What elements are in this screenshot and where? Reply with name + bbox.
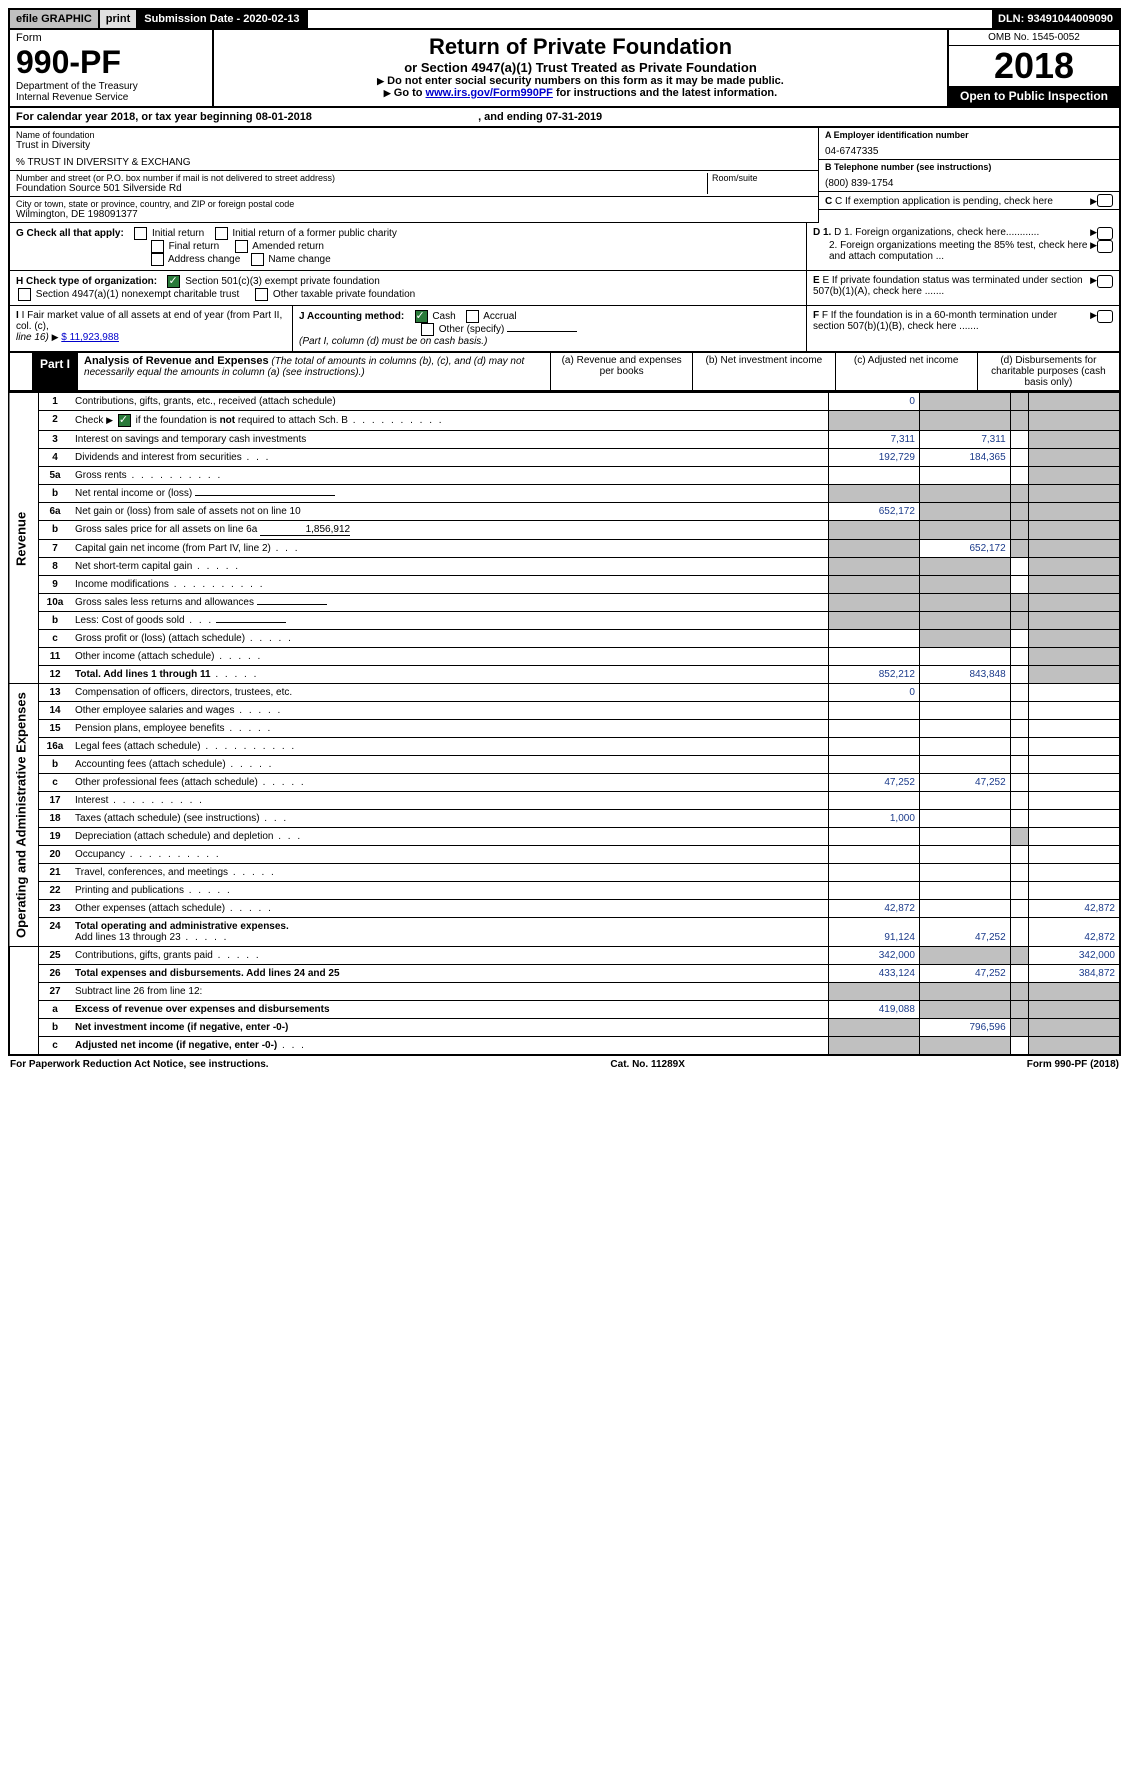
table-row: Operating and Administrative Expenses 13… — [9, 684, 1120, 702]
name-cell: Name of foundation Trust in Diversity % … — [10, 128, 818, 171]
table-row: 4Dividends and interest from securities1… — [9, 449, 1120, 467]
table-row: 27Subtract line 26 from line 12: — [9, 983, 1120, 1001]
table-row: 2Check if the foundation is not required… — [9, 411, 1120, 431]
top-bar: efile GRAPHIC print Submission Date - 20… — [8, 8, 1121, 30]
title-note1: Do not enter social security numbers on … — [220, 75, 941, 87]
part1-table: Revenue 1Contributions, gifts, grants, e… — [8, 392, 1121, 1056]
table-row: 19Depreciation (attach schedule) and dep… — [9, 828, 1120, 846]
table-row: cOther professional fees (attach schedul… — [9, 774, 1120, 792]
table-row: 24Total operating and administrative exp… — [9, 918, 1120, 947]
footer: For Paperwork Reduction Act Notice, see … — [8, 1056, 1121, 1073]
year-box: OMB No. 1545-0052 2018 Open to Public In… — [949, 30, 1119, 106]
table-row: cAdjusted net income (if negative, enter… — [9, 1037, 1120, 1056]
title-box: Return of Private Foundation or Section … — [214, 30, 949, 106]
form-word: Form — [16, 32, 206, 44]
table-row: 25Contributions, gifts, grants paid342,0… — [9, 947, 1120, 965]
open-public: Open to Public Inspection — [949, 86, 1119, 106]
fmv-value: $ 11,923,988 — [61, 332, 119, 343]
form-header: Form 990-PF Department of the Treasury I… — [8, 30, 1121, 108]
table-row: bGross sales price for all assets on lin… — [9, 521, 1120, 540]
e-box: E E If private foundation status was ter… — [807, 271, 1119, 305]
footer-cat: Cat. No. 11289X — [610, 1059, 684, 1070]
table-row: 14Other employee salaries and wages — [9, 702, 1120, 720]
section-h-e: H Check type of organization: Section 50… — [8, 271, 1121, 306]
form-box: Form 990-PF Department of the Treasury I… — [10, 30, 214, 106]
table-row: 26Total expenses and disbursements. Add … — [9, 965, 1120, 983]
table-row: 3Interest on savings and temporary cash … — [9, 431, 1120, 449]
info-grid: Name of foundation Trust in Diversity % … — [8, 128, 1121, 223]
part1-label: Part I — [32, 353, 78, 390]
phone-cell: B Telephone number (see instructions) (8… — [819, 160, 1119, 192]
table-row: 17Interest — [9, 792, 1120, 810]
table-row: 11Other income (attach schedule) — [9, 648, 1120, 666]
table-row: 5aGross rents — [9, 467, 1120, 485]
table-row: 12Total. Add lines 1 through 11852,21284… — [9, 666, 1120, 684]
table-row: 8Net short-term capital gain — [9, 558, 1120, 576]
table-row: 22Printing and publications — [9, 882, 1120, 900]
table-row: 20Occupancy — [9, 846, 1120, 864]
table-row: 21Travel, conferences, and meetings — [9, 864, 1120, 882]
table-row: bLess: Cost of goods sold — [9, 612, 1120, 630]
dept-label: Department of the Treasury — [16, 81, 206, 92]
irs-label: Internal Revenue Service — [16, 92, 206, 103]
section-ij-f: I I Fair market value of all assets at e… — [8, 306, 1121, 353]
form-link[interactable]: www.irs.gov/Form990PF — [426, 87, 553, 99]
title-main: Return of Private Foundation — [220, 34, 941, 60]
g-box: G Check all that apply: Initial return I… — [10, 223, 807, 270]
table-row: aExcess of revenue over expenses and dis… — [9, 1001, 1120, 1019]
d-box: D 1. D 1. Foreign organizations, check h… — [807, 223, 1119, 270]
dln: DLN: 93491044009090 — [992, 10, 1119, 28]
col-c-hdr: (c) Adjusted net income — [835, 353, 977, 390]
ij-box: I I Fair market value of all assets at e… — [10, 306, 807, 351]
table-row: 15Pension plans, employee benefits — [9, 720, 1120, 738]
c-cell: C C If exemption application is pending,… — [819, 192, 1119, 210]
efile-label: efile GRAPHIC — [10, 10, 100, 28]
print-button[interactable]: print — [100, 10, 138, 28]
check-cash-icon — [415, 310, 428, 323]
title-sub: or Section 4947(a)(1) Trust Treated as P… — [220, 60, 941, 75]
address-cell: Number and street (or P.O. box number if… — [10, 171, 818, 197]
table-row: 9Income modifications — [9, 576, 1120, 594]
section-g-d: G Check all that apply: Initial return I… — [8, 223, 1121, 271]
check-schb-icon — [118, 414, 131, 427]
table-row: 16aLegal fees (attach schedule) — [9, 738, 1120, 756]
footer-right: Form 990-PF (2018) — [1027, 1059, 1119, 1070]
table-row: cGross profit or (loss) (attach schedule… — [9, 630, 1120, 648]
title-note2: Go to www.irs.gov/Form990PF for instruct… — [220, 87, 941, 99]
part1-header: Part I Analysis of Revenue and Expenses … — [8, 353, 1121, 392]
ein-cell: A Employer identification number 04-6747… — [819, 128, 1119, 160]
table-row: 18Taxes (attach schedule) (see instructi… — [9, 810, 1120, 828]
omb-number: OMB No. 1545-0052 — [949, 30, 1119, 46]
calendar-year-row: For calendar year 2018, or tax year begi… — [8, 108, 1121, 128]
tax-year: 2018 — [949, 46, 1119, 86]
table-row: 23Other expenses (attach schedule)42,872… — [9, 900, 1120, 918]
table-row: 6aNet gain or (loss) from sale of assets… — [9, 503, 1120, 521]
part1-title: Analysis of Revenue and Expenses (The to… — [78, 353, 550, 390]
city-cell: City or town, state or province, country… — [10, 197, 818, 223]
table-row: bAccounting fees (attach schedule) — [9, 756, 1120, 774]
h-box: H Check type of organization: Section 50… — [10, 271, 807, 305]
check-501c3-icon — [167, 275, 180, 288]
col-b-hdr: (b) Net investment income — [692, 353, 834, 390]
footer-left: For Paperwork Reduction Act Notice, see … — [10, 1059, 269, 1070]
table-row: Revenue 1Contributions, gifts, grants, e… — [9, 393, 1120, 411]
form-number: 990-PF — [16, 44, 206, 81]
table-row: bNet rental income or (loss) — [9, 485, 1120, 503]
top-spacer — [308, 10, 992, 28]
f-box: F F If the foundation is in a 60-month t… — [807, 306, 1119, 351]
col-a-hdr: (a) Revenue and expenses per books — [550, 353, 692, 390]
table-row: bNet investment income (if negative, ent… — [9, 1019, 1120, 1037]
table-row: 10aGross sales less returns and allowanc… — [9, 594, 1120, 612]
col-d-hdr: (d) Disbursements for charitable purpose… — [977, 353, 1119, 390]
table-row: 7Capital gain net income (from Part IV, … — [9, 540, 1120, 558]
submission-date: Submission Date - 2020-02-13 — [138, 10, 307, 28]
revenue-side-label: Revenue — [9, 393, 39, 684]
expenses-side-label: Operating and Administrative Expenses — [9, 684, 39, 947]
